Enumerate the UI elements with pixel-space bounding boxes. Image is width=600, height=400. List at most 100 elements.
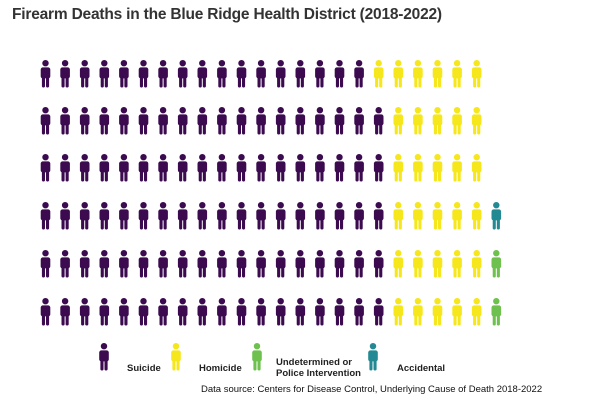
person-icon-suicide — [275, 250, 286, 278]
person-icon-homicide — [393, 107, 404, 135]
person-icon-homicide — [393, 202, 404, 230]
person-icon-suicide — [315, 202, 325, 230]
person-icon-suicide — [119, 298, 129, 326]
person-icon-suicide — [40, 154, 51, 182]
person-icon-suicide — [295, 250, 306, 278]
person-icon-suicide — [40, 202, 51, 230]
person-icon-suicide — [177, 202, 188, 230]
person-icon-suicide — [60, 107, 70, 135]
person-icon-suicide — [158, 202, 168, 230]
person-icon-homicide — [432, 250, 443, 278]
person-icon-suicide — [79, 250, 90, 278]
person-icon-suicide — [79, 154, 90, 182]
person-icon-suicide — [256, 60, 266, 88]
person-icon-suicide — [60, 250, 70, 278]
person-icon-suicide — [158, 298, 168, 326]
person-icon-suicide — [315, 154, 325, 182]
person-icon-suicide — [60, 60, 70, 88]
person-icon-suicide — [275, 107, 286, 135]
person-icon-suicide — [40, 298, 51, 326]
person-icon-suicide — [119, 250, 129, 278]
person-icon-homicide — [393, 60, 404, 88]
person-icon-suicide — [217, 202, 227, 230]
person-icon-homicide — [452, 202, 462, 230]
person-icon-suicide — [275, 298, 286, 326]
person-icon-suicide — [295, 107, 306, 135]
person-icon-suicide — [40, 107, 51, 135]
person-icon-homicide — [432, 154, 443, 182]
person-icon-suicide — [119, 154, 129, 182]
person-icon-suicide — [275, 60, 286, 88]
person-icon-suicide — [99, 202, 110, 230]
person-icon-suicide — [315, 250, 325, 278]
person-icon-suicide — [138, 154, 149, 182]
person-icon-accidental — [491, 202, 502, 230]
person-icon-homicide — [452, 298, 462, 326]
person-icon-suicide — [334, 202, 345, 230]
person-icon-suicide — [334, 60, 345, 88]
person-icon-homicide — [471, 60, 482, 88]
person-icon-suicide — [373, 298, 384, 326]
person-icon-homicide — [452, 60, 462, 88]
person-icon-suicide — [99, 298, 110, 326]
person-icon-homicide — [471, 202, 482, 230]
person-icon-suicide — [315, 298, 325, 326]
person-icon-suicide — [236, 154, 247, 182]
person-icon-suicide — [138, 298, 149, 326]
person-icon-suicide — [295, 60, 306, 88]
person-icon-suicide — [295, 298, 306, 326]
person-icon-suicide — [99, 107, 110, 135]
chart-title: Firearm Deaths in the Blue Ridge Health … — [12, 6, 442, 23]
person-icon-suicide — [354, 107, 364, 135]
person-icon-homicide — [452, 250, 462, 278]
person-icon-homicide — [471, 107, 482, 135]
person-icon-suicide — [60, 154, 70, 182]
person-icon-suicide — [99, 154, 110, 182]
person-icon-homicide — [413, 298, 423, 326]
person-icon-suicide — [236, 107, 247, 135]
person-icon-suicide — [158, 107, 168, 135]
person-icon-homicide — [373, 60, 384, 88]
person-icon-suicide — [99, 60, 110, 88]
person-icon-suicide — [217, 107, 227, 135]
person-icon-undetermined-or-police-intervention — [491, 250, 502, 278]
person-icon-suicide — [236, 202, 247, 230]
person-icon-suicide — [373, 250, 384, 278]
person-icon-homicide — [432, 60, 443, 88]
person-icon-suicide — [177, 107, 188, 135]
person-icon-undetermined-or-police-intervention — [491, 298, 502, 326]
person-icon-suicide — [236, 250, 247, 278]
person-icon-suicide — [354, 60, 364, 88]
person-icon-suicide — [373, 202, 384, 230]
person-icon-homicide — [471, 298, 482, 326]
person-icon-suicide — [217, 60, 227, 88]
person-icon-suicide — [138, 202, 149, 230]
person-icon-homicide — [413, 107, 423, 135]
person-icon-suicide — [295, 202, 306, 230]
person-icon-suicide — [217, 250, 227, 278]
person-icon-suicide — [119, 202, 129, 230]
person-icon-suicide — [334, 154, 345, 182]
person-icon-homicide — [432, 107, 443, 135]
person-icon-suicide — [197, 154, 208, 182]
person-icon-suicide — [60, 202, 70, 230]
person-icon-suicide — [138, 60, 149, 88]
person-icon-homicide — [393, 154, 404, 182]
person-icon-suicide — [256, 202, 266, 230]
person-icon-homicide — [413, 154, 423, 182]
person-icon-suicide — [373, 107, 384, 135]
person-icon-suicide — [256, 107, 266, 135]
person-icon-homicide — [413, 202, 423, 230]
person-icon-suicide — [334, 298, 345, 326]
person-icon-suicide — [60, 298, 70, 326]
person-icon-homicide — [393, 298, 404, 326]
person-icon-suicide — [256, 154, 266, 182]
data-source-note: Data source: Centers for Disease Control… — [201, 384, 543, 395]
person-icon-suicide — [315, 107, 325, 135]
person-icon-suicide — [275, 202, 286, 230]
person-icon-homicide — [413, 250, 423, 278]
person-icon-suicide — [197, 60, 208, 88]
person-icon-suicide — [79, 107, 90, 135]
person-icon-suicide — [138, 107, 149, 135]
